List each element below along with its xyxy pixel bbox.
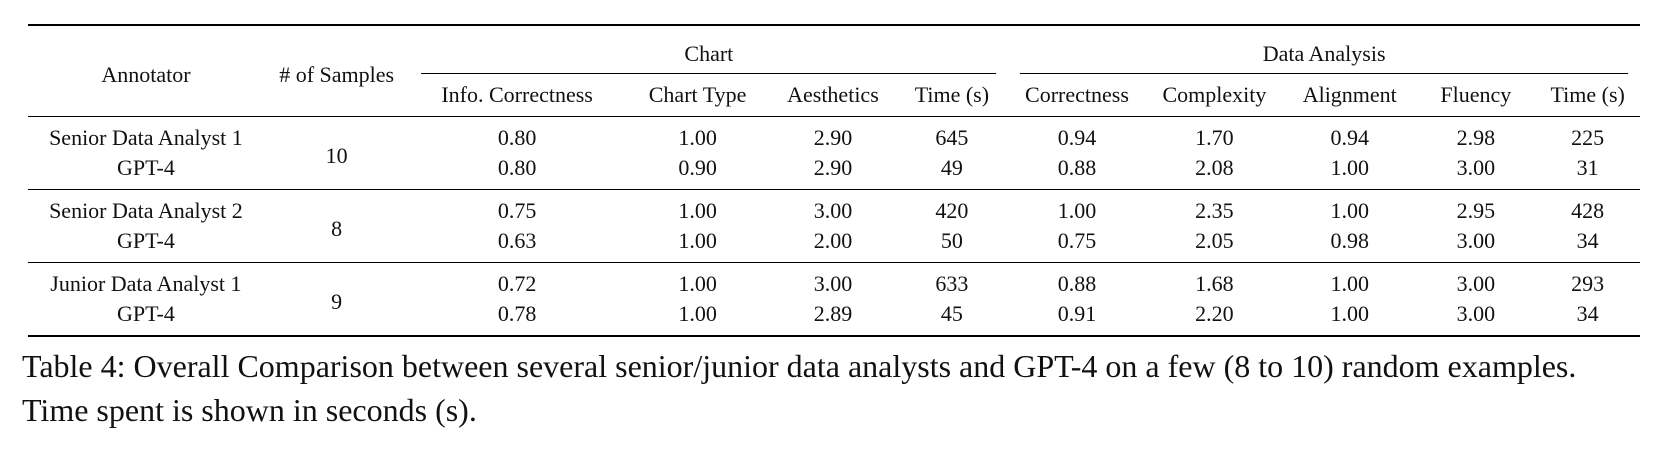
value-cell: 0.88 — [1057, 271, 1097, 296]
value-cell: 0.94 — [1330, 125, 1369, 150]
table-row: GPT-4 0.63 1.00 2.00 50 0.75 2.05 0.98 3… — [28, 226, 1640, 263]
value-cell: 633 — [935, 271, 969, 296]
annotator-cell: GPT-4 — [116, 155, 175, 180]
header-samples: # of Samples — [263, 24, 410, 117]
value-cell: 1.00 — [1330, 301, 1369, 326]
header-correctness: Correctness — [1025, 82, 1129, 107]
header-annotator: Annotator — [28, 24, 264, 117]
annotator-cell: Senior Data Analyst 2 — [49, 198, 243, 223]
value-cell: 0.75 — [1057, 228, 1097, 253]
table-row: GPT-4 0.78 1.00 2.89 45 0.91 2.20 1.00 3… — [28, 299, 1640, 336]
samples-cell: 8 — [331, 216, 343, 241]
table-caption: Table 4: Overall Comparison between seve… — [22, 348, 1577, 428]
value-cell: 1.00 — [678, 228, 717, 253]
annotator-cell: GPT-4 — [116, 228, 175, 253]
value-cell: 0.98 — [1330, 228, 1369, 253]
table-row: Senior Data Analyst 1 10 0.80 1.00 2.90 … — [28, 116, 1640, 168]
header-chart-type: Chart Type — [648, 82, 747, 107]
value-cell: 2.05 — [1195, 228, 1234, 253]
value-cell: 420 — [935, 198, 969, 223]
value-cell: 1.70 — [1195, 125, 1234, 150]
value-cell: 225 — [1571, 125, 1605, 150]
header-chart-group: Chart — [409, 24, 1009, 74]
value-cell: 1.00 — [678, 125, 717, 150]
value-cell: 0.80 — [497, 155, 537, 180]
value-cell: 0.90 — [678, 155, 717, 180]
header-analysis-label: Data Analysis — [1262, 41, 1386, 66]
value-cell: 2.98 — [1456, 125, 1496, 150]
header-analysis-group: Data Analysis — [1008, 24, 1640, 74]
header-complexity: Complexity — [1162, 82, 1267, 107]
value-cell: 31 — [1576, 155, 1599, 180]
value-cell: 3.00 — [1456, 155, 1496, 180]
header-chart-label: Chart — [684, 41, 734, 66]
table-row: Senior Data Analyst 2 8 0.75 1.00 3.00 4… — [28, 189, 1640, 241]
value-cell: 2.35 — [1195, 198, 1234, 223]
value-cell: 2.08 — [1195, 155, 1234, 180]
value-cell: 293 — [1571, 271, 1605, 296]
value-cell: 3.00 — [1456, 301, 1496, 326]
header-row-groups: Annotator # of Samples Chart Data Analys… — [28, 24, 1640, 117]
value-cell: 2.20 — [1195, 301, 1234, 326]
value-cell: 0.72 — [497, 271, 537, 296]
header-info-correctness: Info. Correctness — [441, 82, 593, 107]
value-cell: 2.00 — [813, 228, 853, 253]
value-cell: 2.95 — [1456, 198, 1496, 223]
value-cell: 0.75 — [497, 198, 537, 223]
header-chart-time: Time (s) — [914, 82, 990, 107]
value-cell: 2.89 — [813, 301, 853, 326]
value-cell: 45 — [940, 301, 963, 326]
value-cell: 2.90 — [813, 125, 853, 150]
analysis-group-rule — [1020, 73, 1628, 74]
chart-group-rule — [421, 73, 997, 74]
value-cell: 645 — [935, 125, 969, 150]
header-analysis-time: Time (s) — [1550, 82, 1625, 107]
value-cell: 49 — [940, 155, 963, 180]
header-alignment: Alignment — [1302, 82, 1397, 107]
value-cell: 0.78 — [497, 301, 537, 326]
comparison-table: Annotator # of Samples Chart Data Analys… — [28, 24, 1640, 337]
value-cell: 0.63 — [497, 228, 537, 253]
value-cell: 1.00 — [678, 301, 717, 326]
value-cell: 3.00 — [813, 198, 853, 223]
value-cell: 1.68 — [1195, 271, 1234, 296]
value-cell: 2.90 — [813, 155, 853, 180]
value-cell: 34 — [1576, 301, 1599, 326]
annotator-cell: GPT-4 — [116, 301, 175, 326]
value-cell: 1.00 — [1330, 155, 1369, 180]
value-cell: 1.00 — [1330, 271, 1369, 296]
value-cell: 0.80 — [497, 125, 537, 150]
value-cell: 0.88 — [1057, 155, 1097, 180]
value-cell: 0.94 — [1057, 125, 1097, 150]
annotator-cell: Senior Data Analyst 1 — [49, 125, 243, 150]
samples-cell: 9 — [263, 262, 410, 337]
header-aesthetics: Aesthetics — [787, 82, 879, 107]
value-cell: 1.00 — [678, 198, 717, 223]
value-cell: 1.00 — [1330, 198, 1369, 223]
annotator-cell: Junior Data Analyst 1 — [50, 271, 242, 296]
samples-cell: 10 — [325, 143, 348, 168]
table-row: Junior Data Analyst 1 9 0.72 1.00 3.00 6… — [28, 262, 1640, 337]
table-row: GPT-4 0.80 0.90 2.90 49 0.88 2.08 1.00 3… — [28, 153, 1640, 190]
value-cell: 3.00 — [1456, 228, 1496, 253]
value-cell: 1.00 — [1057, 198, 1097, 223]
header-fluency: Fluency — [1440, 82, 1512, 107]
value-cell: 428 — [1571, 198, 1605, 223]
value-cell: 50 — [940, 228, 963, 253]
value-cell: 3.00 — [813, 271, 853, 296]
value-cell: 1.00 — [678, 271, 717, 296]
value-cell: 0.91 — [1057, 301, 1097, 326]
value-cell: 34 — [1576, 228, 1599, 253]
header-row-columns: Info. Correctness Chart Type Aesthetics … — [28, 74, 1640, 117]
value-cell: 3.00 — [1456, 271, 1496, 296]
